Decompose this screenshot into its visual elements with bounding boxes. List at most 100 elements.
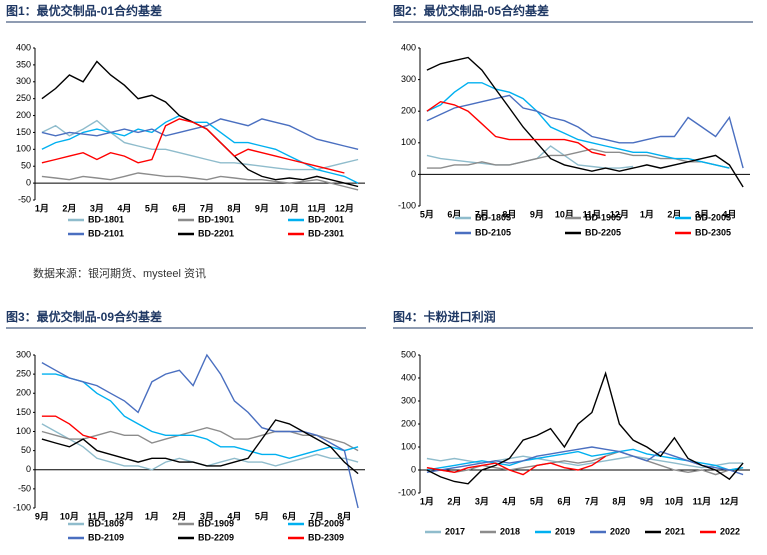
legend-label: BD-2105 <box>475 227 511 237</box>
series-line <box>41 426 359 452</box>
x-tick-label: 10月 <box>60 511 79 521</box>
legend-label: 2018 <box>500 526 520 536</box>
chart-title: 图2：最优交制品-05合约基差 <box>393 3 549 18</box>
x-tick-label: 1月 <box>640 209 654 219</box>
series-line <box>426 82 730 169</box>
y-tick-label: -100 <box>398 200 416 210</box>
x-tick-label: 8月 <box>337 511 351 521</box>
x-tick-label: 9月 <box>35 511 49 521</box>
x-tick-label: 5月 <box>420 209 434 219</box>
series-line <box>426 455 606 476</box>
y-tick-label: 150 <box>16 127 31 137</box>
x-tick-label: 2月 <box>172 511 186 521</box>
y-tick-label: 0 <box>26 464 31 474</box>
chart-title: 图3：最优交制品-09合约基差 <box>6 309 162 324</box>
legend-label: BD-2309 <box>308 532 344 542</box>
y-tick-label: 500 <box>401 349 416 359</box>
x-tick-label: 4月 <box>502 496 516 506</box>
y-tick-label: 0 <box>26 177 31 187</box>
series-line <box>41 118 345 174</box>
legend-label: BD-1905 <box>585 212 621 222</box>
legend-label: 2017 <box>445 526 465 536</box>
series-line <box>41 118 359 150</box>
x-tick-label: 7月 <box>475 209 489 219</box>
legend-label: 2021 <box>665 526 685 536</box>
y-tick-label: 100 <box>16 426 31 436</box>
x-tick-label: 4月 <box>722 209 736 219</box>
legend-label: BD-2005 <box>695 212 731 222</box>
series-line <box>426 371 744 485</box>
x-tick-label: 5月 <box>530 496 544 506</box>
x-tick-label: 4月 <box>227 511 241 521</box>
y-tick-label: 200 <box>16 110 31 120</box>
x-tick-label: 12月 <box>115 511 134 521</box>
series-line <box>41 373 359 460</box>
x-tick-label: 7月 <box>310 511 324 521</box>
y-tick-label: 300 <box>401 395 416 405</box>
y-tick-label: -50 <box>18 483 31 493</box>
y-tick-label: 400 <box>401 42 416 52</box>
series-line <box>41 423 359 471</box>
y-tick-label: 350 <box>16 59 31 69</box>
x-tick-label: 3月 <box>475 496 489 506</box>
series-line <box>41 353 359 509</box>
legend-label: BD-2301 <box>308 228 344 238</box>
y-tick-label: 400 <box>401 372 416 382</box>
legend-label: BD-1801 <box>88 214 124 224</box>
legend-label: 2022 <box>720 526 740 536</box>
series-line <box>41 172 359 191</box>
legend-label: BD-1901 <box>198 214 234 224</box>
y-tick-label: 300 <box>16 76 31 86</box>
series-line <box>41 60 359 188</box>
legend-label: 2019 <box>555 526 575 536</box>
y-tick-label: 200 <box>16 388 31 398</box>
chart-title: 图1：最优交制品-01合约基差 <box>6 3 162 18</box>
y-tick-label: 50 <box>21 161 31 171</box>
x-tick-label: 2月 <box>447 496 461 506</box>
series-line <box>426 455 744 469</box>
legend-label: BD-2109 <box>88 532 124 542</box>
series-line <box>41 119 359 171</box>
x-tick-label: 2月 <box>667 209 681 219</box>
x-tick-label: 11月 <box>583 209 602 219</box>
series-line <box>426 446 744 476</box>
series-line <box>426 56 744 188</box>
legend-label: BD-1805 <box>475 212 511 222</box>
x-tick-label: 5月 <box>145 203 159 213</box>
x-tick-label: 1月 <box>420 496 434 506</box>
x-tick-label: 2月 <box>62 203 76 213</box>
x-tick-label: 6月 <box>172 203 186 213</box>
y-tick-label: 0 <box>411 169 416 179</box>
y-tick-label: 300 <box>401 74 416 84</box>
x-tick-label: 1月 <box>145 511 159 521</box>
x-tick-label: 11月 <box>308 203 327 213</box>
x-tick-label: 3月 <box>695 209 709 219</box>
x-tick-label: 3月 <box>200 511 214 521</box>
series-line <box>426 148 730 169</box>
series-line <box>41 415 98 440</box>
x-tick-label: 11月 <box>88 511 107 521</box>
legend-label: BD-2009 <box>308 518 344 528</box>
y-tick-label: 200 <box>401 418 416 428</box>
x-tick-label: 6月 <box>447 209 461 219</box>
x-tick-label: 9月 <box>255 203 269 213</box>
x-tick-label: 1月 <box>35 203 49 213</box>
y-tick-label: 50 <box>21 445 31 455</box>
x-tick-label: 11月 <box>693 496 712 506</box>
y-tick-label: 250 <box>16 369 31 379</box>
x-tick-label: 6月 <box>557 496 571 506</box>
chart-title: 图4：卡粉进口利润 <box>393 309 496 324</box>
legend-label: BD-2209 <box>198 532 234 542</box>
legend-label: BD-2205 <box>585 227 621 237</box>
y-tick-label: 250 <box>16 93 31 103</box>
source-note: 数据来源：银河期货、mysteel 资讯 <box>33 266 206 280</box>
y-tick-label: 100 <box>401 441 416 451</box>
x-tick-label: 6月 <box>282 511 296 521</box>
y-tick-label: 100 <box>16 144 31 154</box>
legend-label: BD-1809 <box>88 518 124 528</box>
x-tick-label: 3月 <box>90 203 104 213</box>
series-line <box>426 94 744 169</box>
y-tick-label: -100 <box>13 502 31 512</box>
y-tick-label: 300 <box>16 349 31 359</box>
